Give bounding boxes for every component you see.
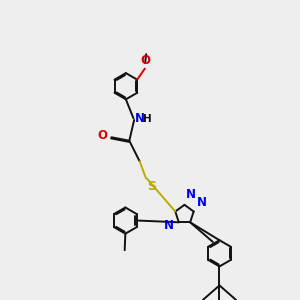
Text: N: N (135, 112, 145, 125)
Text: N: N (186, 188, 196, 201)
Text: H: H (143, 114, 152, 124)
Text: N: N (164, 219, 174, 232)
Text: N: N (196, 196, 206, 209)
Text: S: S (147, 180, 156, 193)
Text: O: O (140, 54, 151, 67)
Text: O: O (97, 129, 107, 142)
